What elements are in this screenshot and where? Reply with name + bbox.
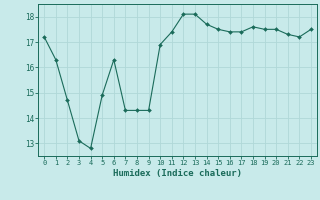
X-axis label: Humidex (Indice chaleur): Humidex (Indice chaleur) [113,169,242,178]
